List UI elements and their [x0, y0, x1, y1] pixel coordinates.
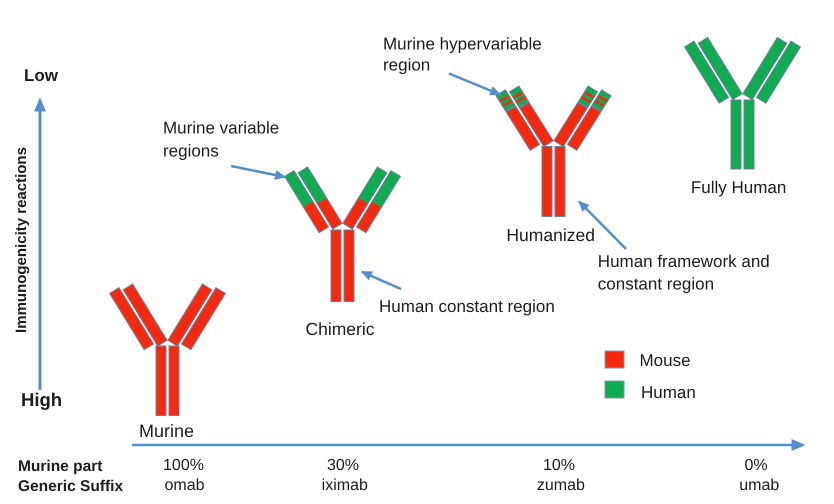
svg-text:iximab: iximab [322, 477, 368, 494]
svg-text:umab: umab [739, 477, 779, 494]
svg-text:constant region: constant region [598, 275, 714, 294]
svg-text:Human: Human [641, 383, 696, 402]
svg-text:Human constant region: Human constant region [379, 297, 555, 316]
svg-text:0%: 0% [744, 457, 767, 474]
svg-text:Low: Low [24, 66, 59, 85]
svg-text:region: region [383, 56, 430, 75]
svg-text:Murine: Murine [139, 421, 194, 441]
svg-text:regions: regions [163, 142, 219, 161]
svg-text:Mouse: Mouse [640, 351, 691, 370]
svg-text:Murine hypervariable: Murine hypervariable [383, 35, 542, 54]
svg-text:Murine part: Murine part [18, 458, 102, 475]
svg-text:10%: 10% [543, 457, 575, 474]
svg-text:Murine variable: Murine variable [163, 119, 279, 138]
svg-text:30%: 30% [327, 457, 359, 474]
svg-text:High: High [21, 389, 62, 410]
svg-text:100%: 100% [163, 457, 204, 474]
svg-text:Humanized: Humanized [506, 225, 595, 245]
svg-text:Chimeric: Chimeric [305, 319, 374, 339]
svg-text:omab: omab [164, 477, 204, 494]
svg-text:Human framework and: Human framework and [598, 252, 770, 271]
svg-text:zumab: zumab [537, 477, 585, 494]
svg-text:Fully Human: Fully Human [691, 178, 786, 197]
svg-text:Generic Suffix: Generic Suffix [18, 478, 123, 495]
svg-text:Immunogenicity reactions: Immunogenicity reactions [13, 147, 30, 333]
